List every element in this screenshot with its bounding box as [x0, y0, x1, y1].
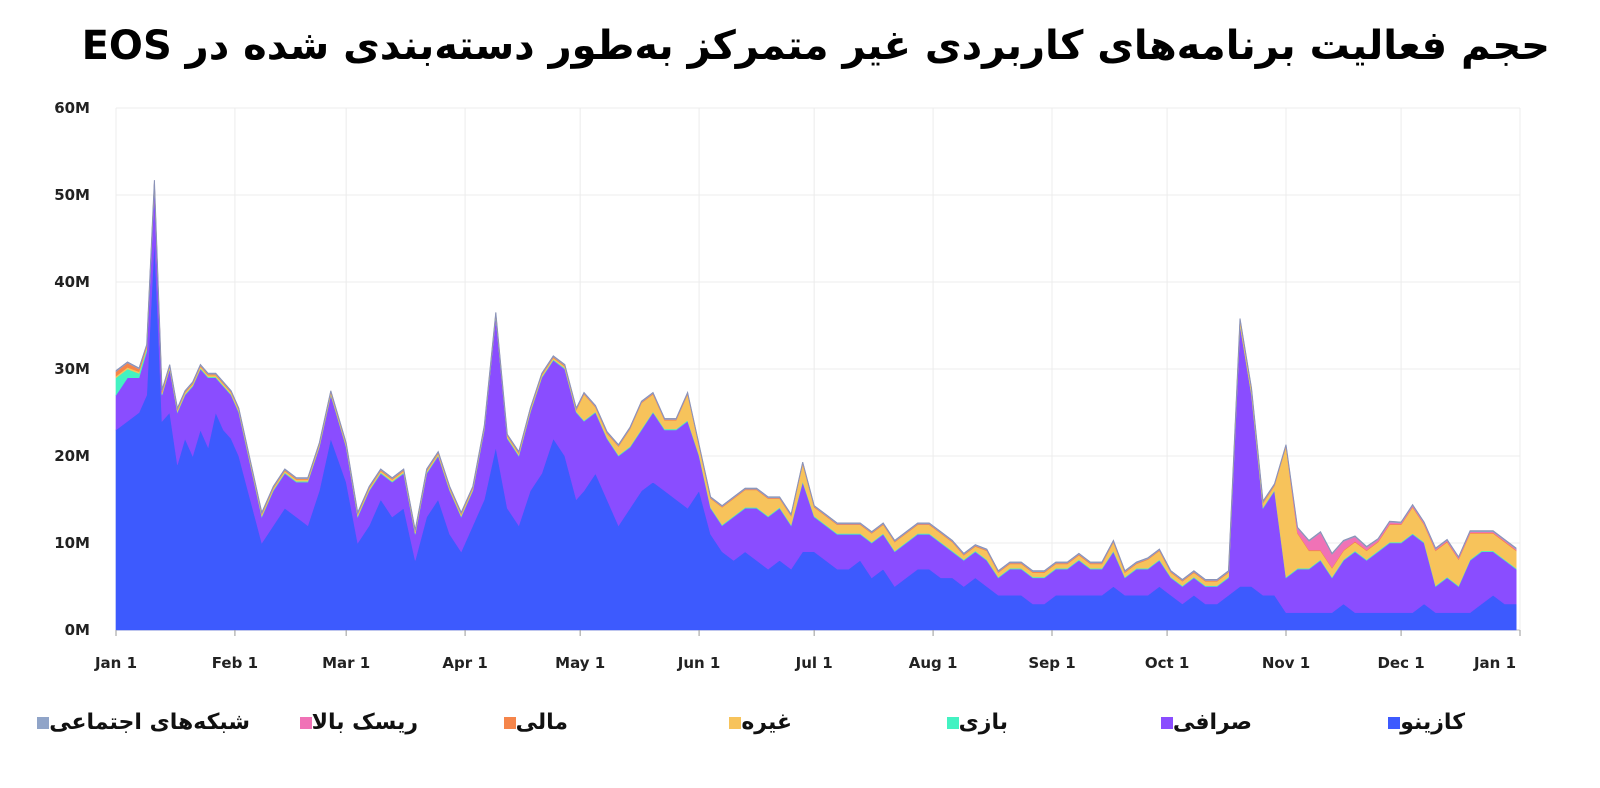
y-axis: 0M 10M 20M 30M 40M 50M 60M	[54, 99, 90, 639]
legend-swatch	[1388, 716, 1401, 729]
legend-swatch	[299, 716, 312, 729]
x-tick-label: Jul 1	[795, 654, 833, 672]
x-tick-label: Sep 1	[1028, 654, 1075, 672]
legend-label: غیره	[741, 710, 792, 735]
legend-item: غیره	[721, 710, 792, 735]
legend-swatch	[1160, 716, 1173, 729]
legend-item: ریسک بالا	[292, 710, 418, 735]
x-tick-label: Jan 1	[1473, 654, 1516, 672]
chart-title: حجم فعالیت برنامه‌های کاربردی غیر متمرکز…	[81, 23, 1550, 69]
x-tick-label: Feb 1	[212, 654, 258, 672]
y-tick-label: 50M	[54, 186, 90, 204]
x-tick-label: Apr 1	[442, 654, 487, 672]
area-series-group	[115, 180, 1517, 631]
legend-label: شبکه‌های اجتماعی	[49, 710, 250, 735]
x-axis: Jan 1 Feb 1 Mar 1 Apr 1 May 1 Jun 1 Jul 1 Aug 1…	[94, 630, 1521, 672]
legend-swatch	[729, 716, 742, 729]
legend-item: شبکه‌های اجتماعی	[29, 710, 250, 735]
legend-item: بازی	[939, 710, 1008, 735]
legend-label: مالی	[515, 710, 568, 735]
stacked-area-chart: 0M 10M 20M 30M 40M 50M 60M Jan 1 Feb 1 Mar 1 Apr …	[54, 99, 1521, 672]
x-tick-label: Jan 1	[94, 654, 137, 672]
legend: کازینو صرافی بازی غیره مالی ریسک بالا شبکه‌های…	[0, 700, 1600, 750]
legend-label: کازینو	[1400, 710, 1465, 735]
legend-item: کازینو	[1380, 710, 1465, 735]
y-tick-label: 10M	[54, 534, 90, 552]
legend-item: صرافی	[1153, 710, 1252, 735]
total-outline	[115, 180, 1517, 581]
y-tick-label: 20M	[54, 447, 90, 465]
x-tick-label: Aug 1	[909, 654, 958, 672]
legend-item: مالی	[496, 710, 568, 735]
y-tick-label: 60M	[54, 99, 90, 117]
x-tick-label: Dec 1	[1377, 654, 1424, 672]
x-tick-label: Jun 1	[677, 654, 721, 672]
y-tick-label: 30M	[54, 360, 90, 378]
x-tick-label: May 1	[555, 654, 605, 672]
y-tick-label: 0M	[65, 621, 90, 639]
x-tick-label: Mar 1	[322, 654, 370, 672]
legend-label: ریسک بالا	[311, 710, 418, 735]
legend-label: بازی	[958, 710, 1008, 735]
legend-swatch	[37, 716, 50, 729]
legend-swatch	[946, 716, 959, 729]
legend-label: صرافی	[1172, 710, 1252, 735]
legend-swatch	[503, 716, 516, 729]
x-tick-label: Nov 1	[1262, 654, 1310, 672]
y-tick-label: 40M	[54, 273, 90, 291]
x-tick-label: Oct 1	[1145, 654, 1189, 672]
